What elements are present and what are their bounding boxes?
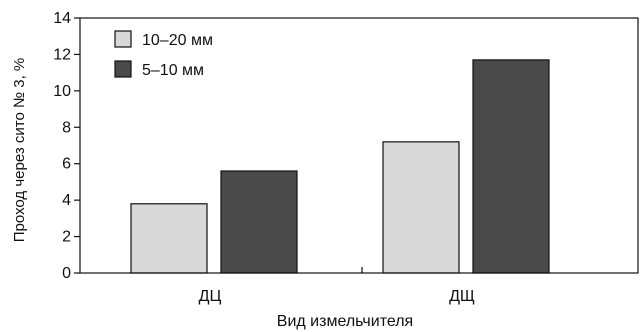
y-tick-label: 6: [62, 156, 71, 173]
y-tick-label: 4: [62, 192, 71, 209]
x-axis-title: Вид измельчителя: [277, 313, 413, 330]
bar: [220, 170, 298, 274]
y-tick-label: 12: [53, 46, 71, 63]
y-tick-label: 8: [62, 119, 71, 136]
x-tick-label: ДЦ: [199, 288, 222, 305]
y-tick-label: 2: [62, 229, 71, 246]
x-tick-label: ДЩ: [449, 288, 475, 305]
bar: [382, 141, 460, 274]
y-tick-label: 0: [62, 265, 71, 282]
legend-label: 10–20 мм: [142, 32, 213, 49]
axes-layer: 0 2 4 6 8 10 12 14 ДЦ ДЩ: [53, 10, 639, 305]
legend: 10–20 мм 5–10 мм: [114, 30, 213, 79]
legend-label: 5–10 мм: [142, 62, 204, 79]
legend-swatch: [114, 60, 132, 78]
plot-frame: [79, 17, 639, 274]
y-tick-label: 14: [53, 10, 71, 27]
bar: [472, 59, 550, 274]
y-axis-title: Проход через сито № 3, %: [11, 58, 28, 242]
bar: [130, 203, 208, 274]
bars-layer: [130, 59, 550, 274]
legend-swatch: [114, 30, 132, 48]
y-tick-label: 10: [53, 83, 71, 100]
